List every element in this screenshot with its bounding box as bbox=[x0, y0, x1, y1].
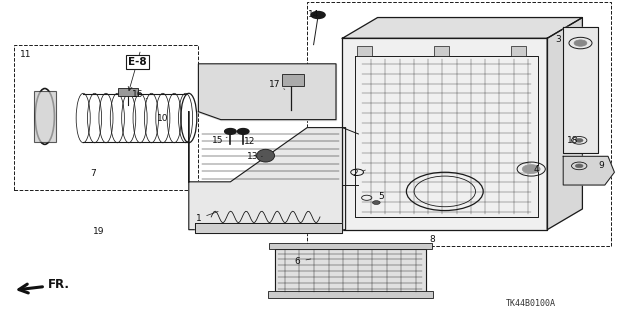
Bar bbox=[268, 291, 433, 298]
Text: TK44B0100A: TK44B0100A bbox=[506, 299, 556, 308]
Polygon shape bbox=[342, 18, 582, 38]
Text: 13: 13 bbox=[247, 152, 262, 161]
Polygon shape bbox=[547, 18, 582, 230]
Text: 9: 9 bbox=[599, 161, 604, 170]
Text: 3: 3 bbox=[556, 35, 561, 44]
Bar bbox=[434, 46, 449, 56]
Polygon shape bbox=[563, 156, 614, 185]
Bar bbox=[34, 91, 56, 142]
Text: 18: 18 bbox=[567, 136, 579, 145]
Circle shape bbox=[574, 40, 587, 46]
Text: FR.: FR. bbox=[19, 278, 70, 293]
Circle shape bbox=[225, 129, 236, 134]
Polygon shape bbox=[563, 27, 598, 153]
Polygon shape bbox=[198, 64, 336, 120]
Text: 12: 12 bbox=[244, 137, 255, 146]
Bar bbox=[307, 2, 611, 246]
Circle shape bbox=[372, 201, 380, 204]
Polygon shape bbox=[195, 223, 342, 233]
Text: 4: 4 bbox=[534, 165, 539, 174]
Bar bbox=[282, 74, 304, 86]
Polygon shape bbox=[275, 249, 426, 293]
Text: 19: 19 bbox=[93, 227, 105, 236]
Circle shape bbox=[522, 165, 540, 174]
Text: E-8: E-8 bbox=[128, 57, 147, 67]
Text: 16: 16 bbox=[132, 90, 147, 99]
Text: 7: 7 bbox=[90, 169, 95, 178]
Text: 6: 6 bbox=[295, 257, 311, 266]
Ellipse shape bbox=[257, 149, 275, 162]
Polygon shape bbox=[189, 112, 346, 230]
Polygon shape bbox=[342, 38, 547, 230]
Bar bbox=[269, 243, 432, 249]
Text: 5: 5 bbox=[378, 192, 383, 201]
Bar bbox=[14, 45, 198, 190]
Circle shape bbox=[311, 11, 325, 19]
Circle shape bbox=[575, 138, 583, 142]
Text: 1: 1 bbox=[196, 211, 218, 223]
Bar bbox=[357, 46, 372, 56]
Text: 11: 11 bbox=[20, 50, 31, 59]
Circle shape bbox=[237, 129, 249, 134]
Circle shape bbox=[575, 164, 583, 168]
Text: 15: 15 bbox=[212, 136, 227, 145]
Bar bbox=[118, 88, 138, 96]
Text: 2: 2 bbox=[353, 169, 365, 178]
Text: 17: 17 bbox=[269, 80, 285, 89]
Text: 14: 14 bbox=[308, 10, 319, 19]
Text: 10: 10 bbox=[157, 114, 169, 122]
Bar bbox=[511, 46, 526, 56]
Text: 8: 8 bbox=[429, 235, 435, 244]
